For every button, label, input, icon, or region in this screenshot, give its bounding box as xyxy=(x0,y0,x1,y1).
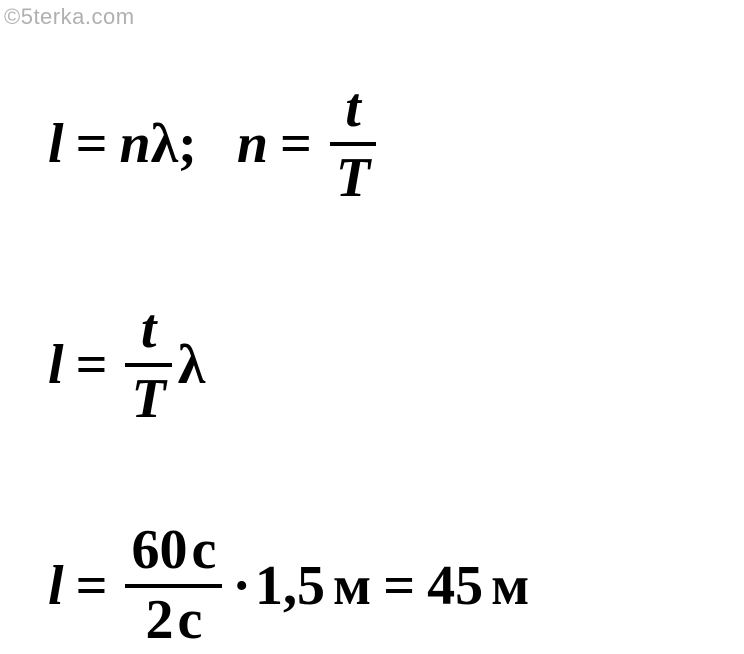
frac-num-value: 60 xyxy=(131,520,187,582)
eq3-result-unit: м xyxy=(491,558,529,614)
eq3-middle-value: 1,5 xyxy=(255,558,325,614)
equation-row-2: l = t T λ xyxy=(48,299,744,430)
frac-numerator: t xyxy=(339,78,367,142)
frac-numerator: 60 с xyxy=(125,520,222,584)
eq1b-lhs: n xyxy=(237,116,268,172)
eq1-rhs-n: n xyxy=(119,116,150,172)
frac-denominator: 2 с xyxy=(139,588,208,652)
equations-container: l = n λ ; n = t T l = t T λ l = 60 с xyxy=(0,0,744,652)
equation-row-3: l = 60 с 2 с · 1,5 м = 45 м xyxy=(48,520,744,651)
frac-denominator: T xyxy=(125,367,171,431)
eq3-fraction: 60 с 2 с xyxy=(125,520,222,651)
eq2-fraction: t T xyxy=(125,299,171,430)
eq2-lambda: λ xyxy=(178,337,206,393)
frac-numerator: t xyxy=(135,299,163,363)
eq3-lhs: l xyxy=(48,558,64,614)
equals-sign: = xyxy=(76,337,108,393)
equals-sign: = xyxy=(76,558,108,614)
eq1-lhs: l xyxy=(48,116,64,172)
frac-denominator: T xyxy=(330,146,376,210)
eq1-rhs-lambda: λ xyxy=(151,116,179,172)
eq1b-fraction: t T xyxy=(330,78,376,209)
semicolon: ; xyxy=(178,116,197,172)
eq2-lhs: l xyxy=(48,337,64,393)
frac-den-value: 2 xyxy=(145,590,173,652)
frac-num-unit: с xyxy=(191,520,216,582)
equation-row-1: l = n λ ; n = t T xyxy=(48,78,744,209)
frac-den-unit: с xyxy=(177,590,202,652)
watermark-text: ©5terka.com xyxy=(4,4,135,30)
equals-sign: = xyxy=(383,558,415,614)
equals-sign: = xyxy=(76,116,108,172)
eq3-result-value: 45 xyxy=(427,558,483,614)
eq3-middle-unit: м xyxy=(333,558,371,614)
equals-sign: = xyxy=(280,116,312,172)
multiply-dot: · xyxy=(232,558,251,614)
